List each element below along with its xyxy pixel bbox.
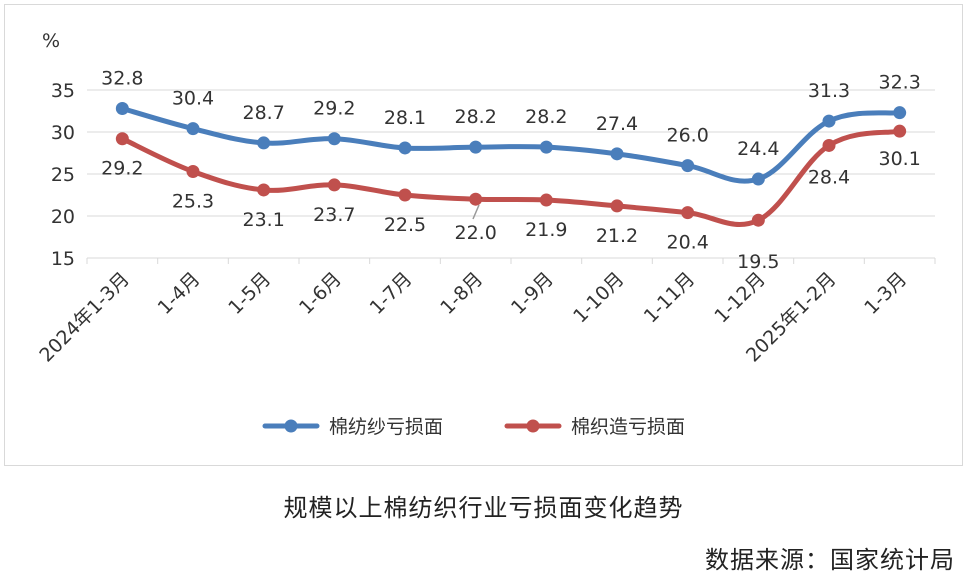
data-point-series-2 bbox=[893, 124, 907, 138]
data-point-series-2 bbox=[115, 132, 129, 146]
data-label-series-1: 27.4 bbox=[596, 113, 638, 135]
y-tick-label: 25 bbox=[51, 164, 75, 186]
data-point-series-1 bbox=[327, 132, 341, 146]
data-label-series-1: 26.0 bbox=[667, 125, 709, 147]
y-tick-label: 20 bbox=[51, 206, 75, 228]
legend-label-1: 棉纺纱亏损面 bbox=[329, 416, 443, 438]
data-label-series-2: 23.1 bbox=[243, 209, 285, 231]
x-tick-label: 1-8月 bbox=[436, 268, 487, 319]
data-point-series-2 bbox=[681, 206, 695, 220]
data-label-series-1: 28.7 bbox=[243, 102, 285, 124]
data-point-series-2 bbox=[751, 213, 765, 227]
label-leader-line bbox=[472, 204, 480, 220]
data-point-series-1 bbox=[539, 140, 553, 154]
data-label-series-2: 22.0 bbox=[455, 222, 497, 244]
data-label-series-1: 24.4 bbox=[737, 138, 779, 160]
x-tick-label: 1-7月 bbox=[366, 268, 417, 319]
data-label-series-2: 23.7 bbox=[313, 204, 355, 226]
chart-frame: % 15 20 25 30 35 2024年1-3月 1-4月 1-5月 1-6月 1-7月 1-8月… bbox=[4, 4, 963, 466]
data-point-series-2 bbox=[257, 183, 271, 197]
data-point-series-1 bbox=[681, 159, 695, 173]
chart-caption: 规模以上棉纺织行业亏损面变化趋势 bbox=[283, 494, 684, 522]
data-label-series-1: 31.3 bbox=[808, 80, 850, 102]
legend-label-2: 棉织造亏损面 bbox=[571, 416, 685, 438]
data-point-series-1 bbox=[751, 172, 765, 186]
data-point-series-1 bbox=[469, 140, 483, 154]
data-label-series-1: 30.4 bbox=[172, 88, 214, 110]
x-tick-label: 2024年1-3月 bbox=[35, 268, 134, 367]
y-axis-unit-label: % bbox=[42, 30, 60, 52]
x-tick-label: 1-6月 bbox=[295, 268, 346, 319]
legend-marker-1 bbox=[284, 419, 298, 433]
y-tick-label: 15 bbox=[51, 248, 75, 270]
data-point-series-1 bbox=[398, 141, 412, 155]
data-point-series-2 bbox=[186, 164, 200, 178]
data-point-series-2 bbox=[610, 199, 624, 213]
data-point-series-1 bbox=[186, 122, 200, 136]
data-point-series-2 bbox=[469, 192, 483, 206]
data-label-series-1: 29.2 bbox=[313, 98, 355, 120]
data-label-series-2: 28.4 bbox=[808, 166, 850, 188]
data-label-series-1: 28.2 bbox=[455, 106, 497, 128]
x-tick-label: 1-9月 bbox=[507, 268, 558, 319]
x-tick-label: 1-12月 bbox=[710, 268, 769, 327]
data-source: 数据来源：国家统计局 bbox=[705, 546, 955, 574]
data-label-series-2: 20.4 bbox=[667, 232, 709, 254]
x-tick-label: 1-4月 bbox=[154, 268, 205, 319]
data-label-series-2: 22.5 bbox=[384, 214, 426, 236]
y-tick-label: 35 bbox=[51, 80, 75, 102]
data-point-series-1 bbox=[115, 101, 129, 115]
data-label-series-2: 30.1 bbox=[879, 148, 921, 170]
data-label-series-2: 21.9 bbox=[525, 219, 567, 241]
data-point-series-1 bbox=[893, 106, 907, 120]
data-label-series-1: 28.2 bbox=[525, 106, 567, 128]
data-point-series-2 bbox=[398, 188, 412, 202]
data-point-series-2 bbox=[822, 138, 836, 152]
data-label-series-1: 32.3 bbox=[879, 72, 921, 94]
data-point-series-1 bbox=[610, 147, 624, 161]
data-label-series-2: 29.2 bbox=[101, 158, 143, 180]
x-tick-label: 1-3月 bbox=[860, 268, 911, 319]
x-tick-label: 1-10月 bbox=[569, 268, 628, 327]
y-tick-label: 30 bbox=[51, 122, 75, 144]
data-point-series-2 bbox=[539, 193, 553, 207]
series-line-1 bbox=[119, 105, 903, 184]
data-point-series-2 bbox=[327, 178, 341, 192]
legend-marker-2 bbox=[526, 419, 540, 433]
data-label-series-2: 25.3 bbox=[172, 190, 214, 212]
data-point-series-1 bbox=[822, 114, 836, 128]
data-label-series-1: 28.1 bbox=[384, 107, 426, 129]
data-point-series-1 bbox=[257, 136, 271, 150]
line-chart: % 15 20 25 30 35 2024年1-3月 1-4月 1-5月 1-6月 1-7月 1-8月… bbox=[35, 30, 936, 438]
data-label-series-1: 32.8 bbox=[101, 67, 143, 89]
data-label-series-2: 21.2 bbox=[596, 225, 638, 247]
data-label-series-2: 19.5 bbox=[737, 251, 779, 273]
x-tick-label: 1-11月 bbox=[640, 268, 699, 327]
x-tick-label: 1-5月 bbox=[224, 268, 275, 319]
